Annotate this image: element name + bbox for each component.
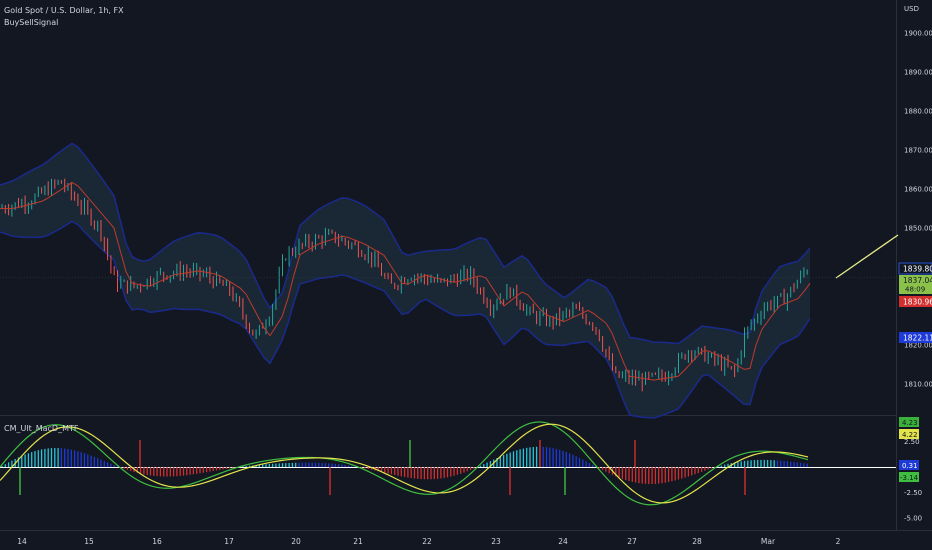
hist-value: 0.31 [902, 462, 918, 470]
countdown-value: 48:09 [905, 286, 925, 294]
upper-band-tag [898, 262, 932, 275]
lower-band-tag [899, 332, 932, 343]
lower-band-line [0, 220, 811, 419]
price-tick-label: 1850.00 [904, 225, 932, 233]
price-tick-label: 1860.00 [904, 186, 932, 194]
basis-curve [0, 181, 811, 381]
macd-axis[interactable]: 2.50 -2.50 -5.00 [904, 438, 922, 523]
symbol-title[interactable]: Gold Spot / U.S. Dollar, 1h, FX [4, 6, 124, 15]
time-tick-label: 22 [422, 537, 432, 546]
time-tick-label: 20 [291, 537, 301, 546]
signal-line [0, 423, 809, 504]
currency-label: USD [904, 5, 919, 13]
candlesticks [1, 178, 808, 392]
macd-line [0, 421, 809, 506]
time-tick-label: 23 [491, 537, 501, 546]
time-tick-label: Mar [761, 537, 776, 546]
time-tick-label: 28 [692, 537, 702, 546]
basis-line [0, 181, 811, 381]
price-tick-label: 1810.00 [904, 381, 932, 389]
upper-band-line [0, 142, 811, 345]
time-tick-label: 2 [836, 537, 841, 546]
signal-tag [899, 429, 919, 439]
macd-tick-label: 2.50 [904, 438, 920, 446]
macd-tag-fill [899, 417, 919, 427]
lower-band-value: 1822.11 [903, 334, 932, 343]
time-tick-label: 15 [84, 537, 94, 546]
last-price-tag [899, 275, 932, 294]
basis-tag [899, 296, 932, 307]
time-tick-label: 17 [224, 537, 234, 546]
price-tick-label: 1900.00 [904, 30, 932, 38]
neg-value: -3.14 [900, 474, 919, 482]
price-labels: 1839.80 1837.04 48:09 1830.96 1822.11 [898, 262, 932, 343]
macd-labels: 4.23 4.22 0.31 -3.14 [899, 417, 919, 482]
macd-tick-label: -5.00 [904, 515, 922, 523]
macd-value: 4.23 [902, 419, 918, 427]
price-tick-label: 1890.00 [904, 69, 932, 77]
indicator-label-macd[interactable]: CM_Ult_MacD_MTF [4, 424, 79, 433]
time-tick-label: 24 [558, 537, 568, 546]
price-tick-label: 1820.00 [904, 342, 932, 350]
price-axis[interactable]: 1900.00 1890.00 1880.00 1870.00 1860.00 1850.… [904, 30, 932, 389]
signal-value: 4.22 [902, 431, 918, 439]
upper-band-value: 1839.80 [903, 265, 932, 274]
hist-tag [899, 460, 919, 470]
macd-tick-label: -2.50 [904, 489, 922, 497]
basis-value: 1830.96 [903, 298, 932, 307]
macd-lines [0, 421, 809, 506]
time-tick-label: 21 [353, 537, 363, 546]
time-tick-label: 14 [17, 537, 27, 546]
time-axis[interactable]: 14 15 16 17 20 21 22 23 24 27 28 Mar 2 [17, 537, 840, 546]
indicator-label-buysell[interactable]: BuySellSignal [4, 18, 59, 27]
time-tick-label: 16 [152, 537, 162, 546]
last-price-value: 1837.04 [903, 276, 932, 285]
price-tick-label: 1870.00 [904, 147, 932, 155]
neg-tag [899, 472, 919, 482]
forecast-line[interactable] [835, 234, 899, 279]
price-tick-label: 1880.00 [904, 108, 932, 116]
time-tick-label: 27 [627, 537, 637, 546]
